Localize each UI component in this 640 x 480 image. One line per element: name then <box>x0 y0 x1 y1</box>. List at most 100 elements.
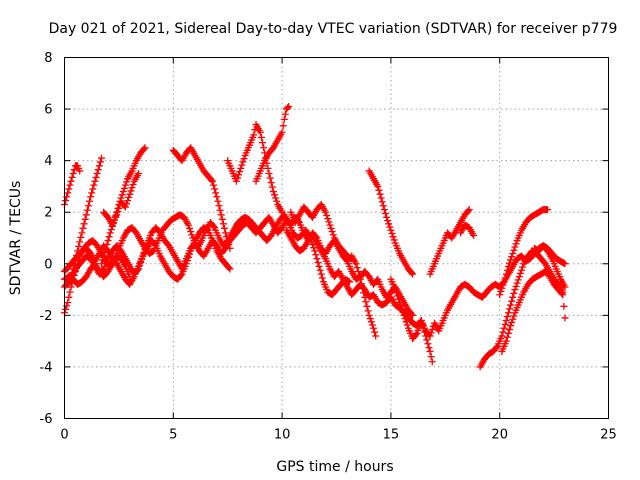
data-point <box>187 228 195 236</box>
data-point <box>498 332 506 340</box>
data-point <box>280 115 288 123</box>
data-point <box>387 226 395 234</box>
data-point <box>95 162 103 170</box>
data-point <box>363 302 371 310</box>
data-point <box>127 187 135 195</box>
data-point <box>390 236 398 244</box>
data-point <box>74 247 82 255</box>
data-point <box>126 190 134 198</box>
y-tick-label: -4 <box>40 360 53 375</box>
data-point <box>500 324 508 332</box>
data-point <box>512 282 520 290</box>
y-tick-label: 2 <box>44 206 52 221</box>
data-point <box>501 274 509 282</box>
data-point <box>268 183 276 191</box>
data-point <box>510 289 518 297</box>
data-point <box>329 231 337 239</box>
data-point <box>215 202 223 210</box>
data-point <box>237 164 245 172</box>
data-point <box>250 131 258 139</box>
data-point <box>379 202 387 210</box>
data-point <box>256 128 264 136</box>
y-tick-label: 8 <box>44 51 52 66</box>
data-point <box>412 331 420 339</box>
data-point <box>94 166 102 174</box>
data-point <box>213 193 221 201</box>
data-point <box>496 291 504 299</box>
data-point <box>326 221 334 229</box>
data-point <box>389 233 397 241</box>
data-point <box>238 161 246 169</box>
data-point <box>217 211 225 219</box>
data-point <box>516 269 524 277</box>
grid <box>64 57 609 419</box>
plot-frame <box>64 57 609 419</box>
data-point <box>352 260 360 268</box>
x-tick-label: 20 <box>491 428 508 443</box>
data-point <box>414 326 422 334</box>
data-point <box>273 197 281 205</box>
data-point <box>362 298 370 306</box>
data-point <box>82 211 90 219</box>
data-point <box>76 238 84 246</box>
data-point <box>327 224 335 232</box>
data-point <box>353 264 361 272</box>
data-point <box>499 281 507 289</box>
data-point <box>257 133 265 141</box>
data-point <box>315 262 323 270</box>
data-point <box>428 358 436 366</box>
data-point <box>72 251 80 259</box>
data-point <box>317 270 325 278</box>
data-point <box>177 271 185 279</box>
data-point <box>403 321 411 329</box>
data-point <box>69 170 77 178</box>
data-point <box>123 178 131 186</box>
data-point <box>185 221 193 229</box>
data-point <box>207 176 215 184</box>
data-point <box>360 289 368 297</box>
data-point <box>62 197 70 205</box>
series-arc-15 <box>426 206 473 278</box>
x-tick-label: 25 <box>600 428 617 443</box>
data-point <box>119 188 127 196</box>
data-point <box>408 310 416 318</box>
series-arc-6 <box>65 154 105 288</box>
data-point <box>76 167 84 175</box>
x-tick-label: 5 <box>169 428 177 443</box>
data-point <box>517 266 525 274</box>
data-point <box>113 211 121 219</box>
data-point <box>502 270 510 278</box>
data-point <box>64 298 72 306</box>
data-point <box>509 293 517 301</box>
data-point <box>224 237 232 245</box>
data-point <box>71 256 79 264</box>
data-point <box>123 200 131 208</box>
data-point <box>69 265 77 273</box>
data-point <box>372 332 380 340</box>
data-point <box>354 268 362 276</box>
data-point <box>106 229 114 237</box>
data-point <box>328 228 336 236</box>
data-point <box>188 231 196 239</box>
data-point <box>67 273 75 281</box>
data-point <box>312 251 320 259</box>
data-point <box>66 181 74 189</box>
data-point <box>470 231 478 239</box>
data-point <box>264 164 272 172</box>
data-point <box>498 284 506 292</box>
data-point <box>366 315 374 323</box>
data-point <box>508 318 516 326</box>
data-point <box>318 274 326 282</box>
data-point <box>103 240 111 248</box>
data-point <box>105 233 113 241</box>
data-point <box>512 240 520 248</box>
data-point <box>183 257 191 265</box>
data-point <box>96 158 104 166</box>
data-point <box>464 207 472 215</box>
data-point <box>511 243 519 251</box>
data-point <box>465 206 473 214</box>
data-point <box>125 193 133 201</box>
data-point <box>503 313 511 321</box>
data-point <box>83 206 91 214</box>
data-point <box>70 166 78 174</box>
